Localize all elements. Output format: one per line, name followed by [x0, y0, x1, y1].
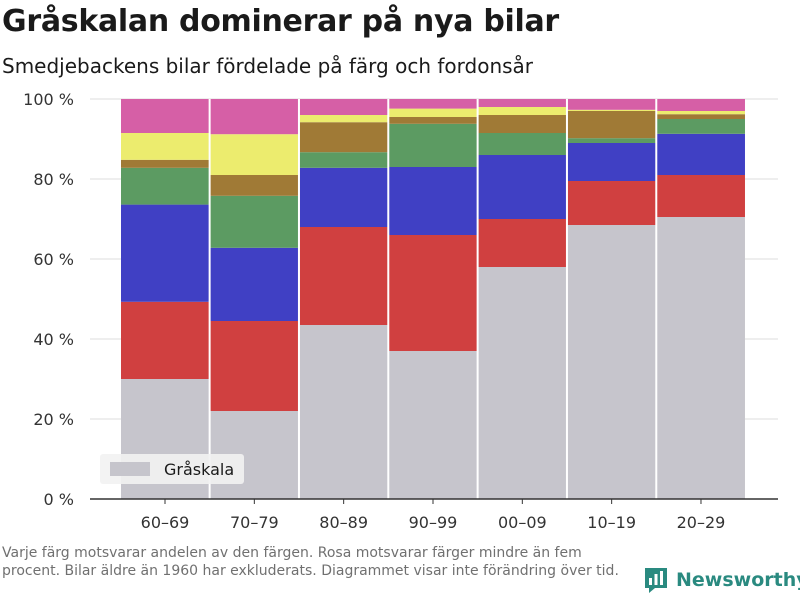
bar-segment	[299, 99, 388, 115]
bar-chart-logo-icon	[645, 568, 667, 593]
bar-segment	[656, 133, 745, 175]
bar-segment	[656, 217, 745, 499]
x-tick-label: 90–99	[409, 513, 458, 532]
bar-segment	[299, 227, 388, 325]
bar-segment	[567, 181, 656, 225]
chart-title: Gråskalan dominerar på nya bilar	[2, 4, 559, 39]
y-tick-label: 0 %	[44, 490, 74, 509]
footnote: Varje färg motsvarar andelen av den färg…	[2, 545, 619, 579]
bar-segment	[121, 167, 209, 205]
y-tick-label: 60 %	[33, 250, 74, 269]
bar-segment	[299, 167, 388, 227]
bar-segment	[299, 122, 388, 153]
bar-segment	[210, 321, 299, 411]
bar-segment	[388, 108, 477, 117]
y-tick-label: 20 %	[33, 410, 74, 429]
bar-segment	[567, 99, 656, 110]
bar-segment	[656, 114, 745, 119]
bar-segment	[478, 115, 567, 133]
bar-segment	[210, 247, 299, 321]
x-tick-label: 60–69	[141, 513, 190, 532]
bar-segment	[121, 204, 209, 302]
bar-segment	[567, 225, 656, 499]
legend-swatch-graskala	[110, 462, 150, 476]
bar-segment	[388, 117, 477, 124]
bar-segment	[388, 351, 477, 499]
x-tick-label: 20–29	[677, 513, 726, 532]
legend: Gråskala	[100, 454, 245, 484]
bar-segment	[478, 155, 567, 219]
bar-segment	[121, 133, 209, 160]
bar-segment	[299, 115, 388, 123]
x-tick-label: 80–89	[319, 513, 368, 532]
bar-segment	[210, 195, 299, 248]
bar-segment	[210, 99, 299, 135]
bar-segment	[121, 301, 209, 379]
legend-label: Gråskala	[164, 459, 235, 479]
bar-segment	[478, 99, 567, 107]
bar-segment	[567, 143, 656, 181]
bar-segment	[121, 159, 209, 168]
bar-segment	[478, 267, 567, 499]
bar-segment	[299, 325, 388, 499]
chart-subtitle: Smedjebackens bilar fördelade på färg oc…	[2, 54, 534, 78]
bar-segment	[567, 111, 656, 139]
bar-segment	[388, 99, 477, 109]
bar-segment	[656, 175, 745, 217]
bar-segment	[656, 111, 745, 115]
bar-segment	[388, 123, 477, 167]
bar-segment	[210, 134, 299, 175]
bar-segment	[656, 99, 745, 111]
bar-segment	[478, 219, 567, 267]
bar-segment	[121, 99, 209, 133]
bar-segment	[388, 167, 477, 235]
bar-segment	[210, 175, 299, 196]
y-tick-label: 40 %	[33, 330, 74, 349]
y-tick-label: 100 %	[23, 90, 74, 109]
bar-segment	[478, 107, 567, 115]
bar-segment	[388, 235, 477, 351]
x-tick-label: 10–19	[587, 513, 636, 532]
bar-segment	[656, 119, 745, 134]
newsworthy-logo: Newsworthy	[643, 566, 800, 594]
bar-segment	[567, 138, 656, 143]
bar-segment	[478, 133, 567, 155]
x-tick-label: 70–79	[230, 513, 279, 532]
y-tick-label: 80 %	[33, 170, 74, 189]
brand-name: Newsworthy	[676, 569, 800, 591]
x-tick-label: 00–09	[498, 513, 547, 532]
bar-segment	[567, 109, 656, 111]
bar-segment	[299, 152, 388, 168]
